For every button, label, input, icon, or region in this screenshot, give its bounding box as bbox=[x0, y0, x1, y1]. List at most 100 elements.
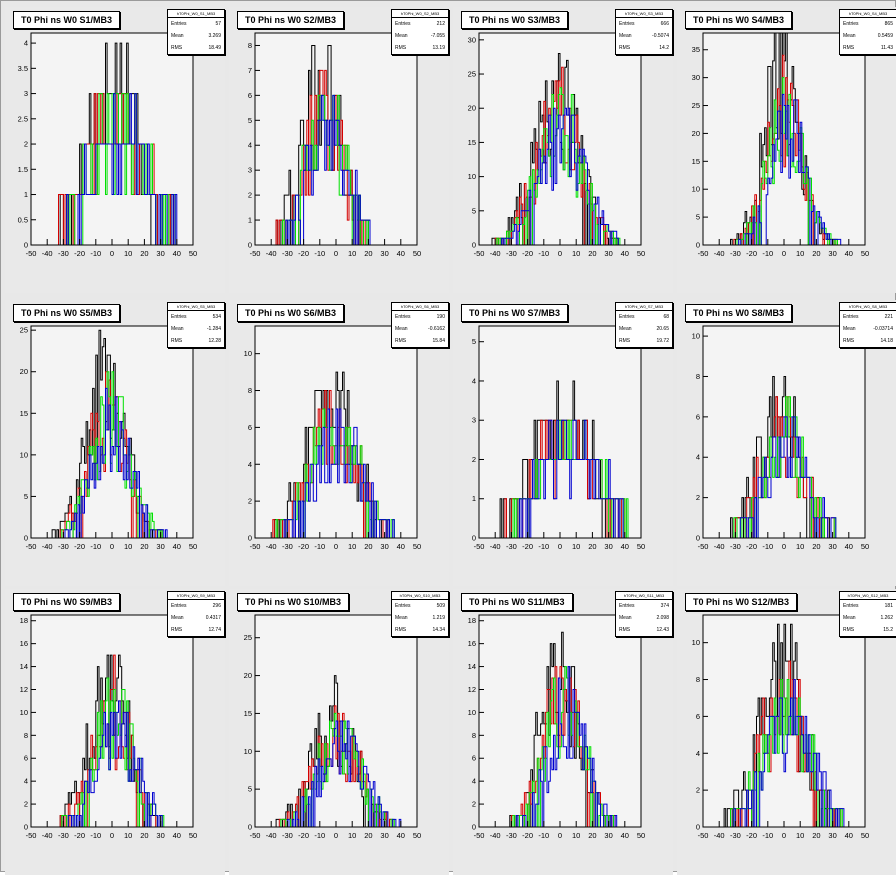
stats-histogram-name: hT0Phi_W0_S4_MB3 bbox=[840, 10, 896, 18]
histogram-plot: 0 2 4 6 8 10 -50 -40 -30 -20 -10 0 10 20 30 40 50 bbox=[244, 325, 421, 551]
x-tick-label: -50 bbox=[698, 249, 709, 258]
x-tick-label: 40 bbox=[397, 249, 405, 258]
stats-entries-label: Entries bbox=[619, 314, 635, 320]
y-tick-label: 3 bbox=[472, 416, 476, 425]
histogram-pad: 0 1 2 3 4 5 -50 -40 -30 -20 -10 0 10 20 30 40 50 T0 Phi n… bbox=[453, 300, 673, 586]
y-tick-label: 4 bbox=[248, 460, 252, 469]
y-tick-label: 5 bbox=[472, 206, 476, 215]
x-tick-label: -20 bbox=[74, 249, 85, 258]
stats-rms-value: 15.84 bbox=[432, 338, 445, 344]
x-tick-label: -50 bbox=[26, 542, 37, 551]
histogram-plot: 0 5 10 15 20 25 -50 -40 -30 -20 -10 0 10 20 30 40 50 bbox=[20, 325, 197, 551]
x-tick-label: 40 bbox=[845, 249, 853, 258]
stats-mean-value: 20.65 bbox=[656, 326, 669, 332]
stats-box: hT0Phi_W0_S1_MB3 Entries 57 Mean 3.269 RMS 18.… bbox=[167, 9, 225, 55]
x-tick-label: 20 bbox=[588, 542, 596, 551]
histogram-plot: 0 0.5 1 1.5 2 2.5 3 3.5 4 -50 -40 -30 -20 -10 0 10 20 30 4… bbox=[18, 32, 197, 258]
y-tick-label: 25 bbox=[692, 101, 700, 110]
y-tick-label: 0 bbox=[696, 241, 700, 250]
stats-mean-label: Mean bbox=[619, 615, 632, 621]
x-tick-label: -50 bbox=[250, 542, 261, 551]
y-tick-label: 16 bbox=[468, 639, 476, 648]
x-tick-label: 20 bbox=[588, 831, 596, 840]
y-tick-label: 8 bbox=[248, 41, 252, 50]
stats-mean-label: Mean bbox=[843, 615, 856, 621]
y-tick-label: 2 bbox=[472, 455, 476, 464]
x-tick-label: 10 bbox=[124, 249, 132, 258]
x-tick-label: -10 bbox=[538, 542, 549, 551]
y-tick-label: 0 bbox=[472, 534, 476, 543]
y-tick-label: 8 bbox=[248, 386, 252, 395]
x-tick-label: -30 bbox=[282, 542, 293, 551]
y-tick-label: 4 bbox=[696, 749, 700, 758]
stats-histogram-name: hT0Phi_W0_S6_MB3 bbox=[392, 303, 448, 311]
y-tick-label: 35 bbox=[692, 45, 700, 54]
x-tick-label: 40 bbox=[397, 831, 405, 840]
x-tick-label: 50 bbox=[413, 831, 421, 840]
x-tick-label: -50 bbox=[474, 831, 485, 840]
x-tick-label: -30 bbox=[730, 249, 741, 258]
stats-mean-value: -7.055 bbox=[430, 33, 445, 39]
histogram-pad: 0 5 10 15 20 25 -50 -40 -30 -20 -10 0 10 20 30 40 50 T0 P… bbox=[229, 589, 449, 875]
stats-rms-label: RMS bbox=[619, 338, 631, 344]
histogram-pad: 0 2 4 6 8 10 12 14 16 18 -50 -40 -30 -20 -10 0 10 20 30 40 5… bbox=[5, 589, 225, 875]
x-tick-label: 30 bbox=[604, 831, 612, 840]
stats-rms-value: 14.2 bbox=[659, 45, 669, 51]
x-tick-label: 0 bbox=[334, 249, 338, 258]
x-tick-label: -10 bbox=[538, 249, 549, 258]
y-tick-label: 4 bbox=[472, 376, 476, 385]
x-tick-label: -10 bbox=[762, 249, 773, 258]
x-tick-label: -40 bbox=[490, 831, 501, 840]
y-tick-label: 15 bbox=[692, 157, 700, 166]
y-tick-label: 2.5 bbox=[18, 114, 28, 123]
y-tick-label: 5 bbox=[248, 116, 252, 125]
x-tick-label: 20 bbox=[140, 831, 148, 840]
x-tick-label: -40 bbox=[42, 249, 53, 258]
histogram-title: T0 Phi ns W0 S5/MB3 bbox=[13, 304, 121, 322]
stats-mean-label: Mean bbox=[395, 33, 408, 39]
x-tick-label: -40 bbox=[266, 249, 277, 258]
y-tick-label: 2 bbox=[248, 497, 252, 506]
y-tick-label: 6 bbox=[248, 91, 252, 100]
histogram-title: T0 Phi ns W0 S7/MB3 bbox=[461, 304, 569, 322]
histogram-plot: 0 5 10 15 20 25 30 35 -50 -40 -30 -20 -10 0 10 20 30 40 50 bbox=[692, 32, 869, 258]
stats-box: hT0Phi_W0_S12_MB3 Entries 181 Mean 1.262 RMS 1… bbox=[839, 591, 896, 637]
stats-entries-label: Entries bbox=[171, 603, 187, 609]
stats-box: hT0Phi_W0_S4_MB3 Entries 865 Mean 0.5459 RMS 1… bbox=[839, 9, 896, 55]
y-tick-label: 6 bbox=[472, 754, 476, 763]
stats-entries-value: 190 bbox=[436, 314, 445, 320]
y-tick-label: 8 bbox=[696, 675, 700, 684]
histogram-title: T0 Phi ns W0 S10/MB3 bbox=[237, 593, 350, 611]
stats-rms-label: RMS bbox=[619, 45, 631, 51]
y-tick-label: 25 bbox=[468, 70, 476, 79]
x-tick-label: 50 bbox=[637, 542, 645, 551]
x-tick-label: 10 bbox=[348, 831, 356, 840]
stats-entries-value: 534 bbox=[212, 314, 221, 320]
stats-box: hT0Phi_W0_S5_MB3 Entries 534 Mean -1.284 RMS 1… bbox=[167, 302, 225, 348]
x-tick-label: 50 bbox=[637, 831, 645, 840]
histogram-plot: 0 2 4 6 8 10 -50 -40 -30 -20 -10 0 10 20 30 40 50 bbox=[692, 614, 869, 840]
y-tick-label: 8 bbox=[696, 372, 700, 381]
x-tick-label: -10 bbox=[762, 542, 773, 551]
y-tick-label: 20 bbox=[244, 671, 252, 680]
histogram-pad: 0 2 4 6 8 10 -50 -40 -30 -20 -10 0 10 20 30 40 50 T0 Phi … bbox=[677, 300, 896, 586]
histogram-title: T0 Phi ns W0 S6/MB3 bbox=[237, 304, 345, 322]
x-tick-label: -40 bbox=[490, 249, 501, 258]
y-tick-label: 4 bbox=[696, 453, 700, 462]
histogram-plot: 0 1 2 3 4 5 -50 -40 -30 -20 -10 0 10 20 30 40 50 bbox=[472, 325, 645, 551]
x-tick-label: -50 bbox=[250, 249, 261, 258]
stats-rms-value: 19.72 bbox=[656, 338, 669, 344]
stats-entries-label: Entries bbox=[395, 21, 411, 27]
y-tick-label: 0 bbox=[248, 241, 252, 250]
x-tick-label: 40 bbox=[173, 831, 181, 840]
histogram-title: T0 Phi ns W0 S3/MB3 bbox=[461, 11, 569, 29]
y-tick-label: 12 bbox=[20, 685, 28, 694]
stats-rms-label: RMS bbox=[171, 338, 183, 344]
y-tick-label: 2 bbox=[24, 800, 28, 809]
x-tick-label: 0 bbox=[558, 831, 562, 840]
x-tick-label: -10 bbox=[314, 542, 325, 551]
stats-entries-value: 68 bbox=[663, 314, 669, 320]
x-tick-label: -20 bbox=[298, 542, 309, 551]
x-tick-label: 0 bbox=[782, 831, 786, 840]
x-tick-label: -40 bbox=[266, 542, 277, 551]
